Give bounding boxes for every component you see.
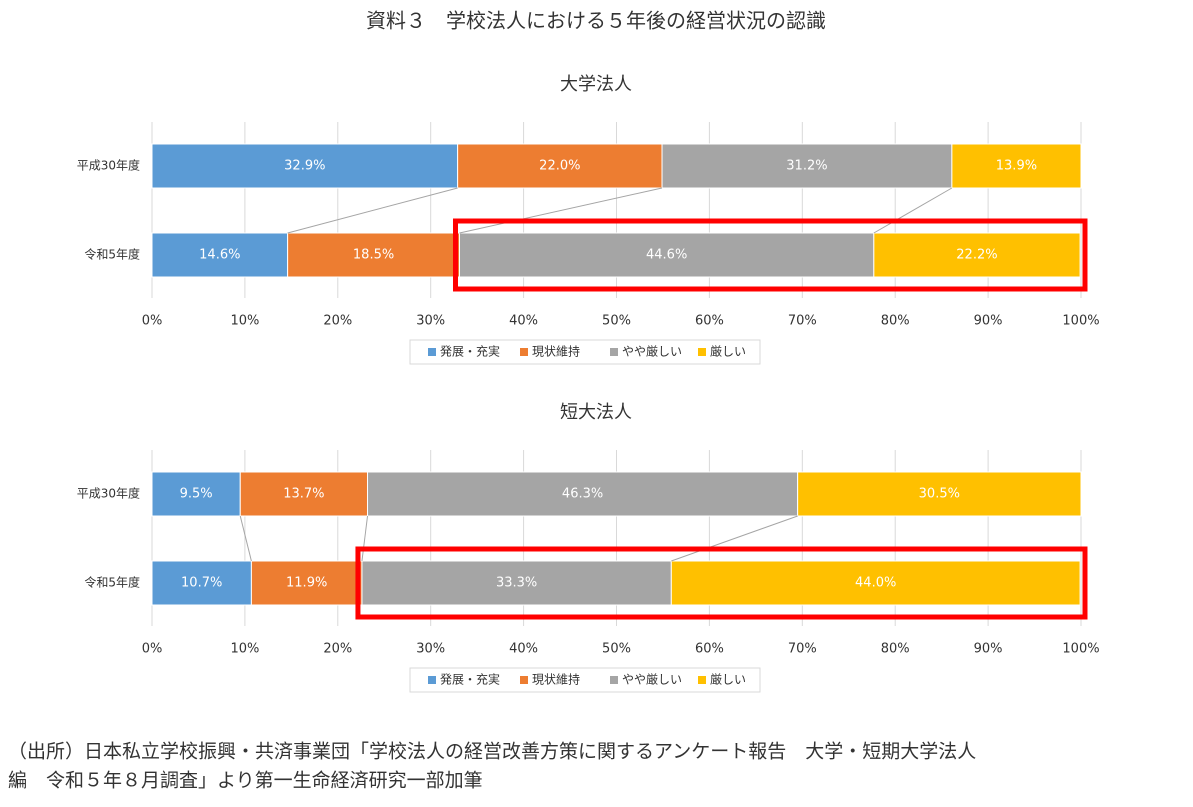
bar-segment — [151, 143, 459, 189]
x-tick-label: 100% — [1062, 314, 1099, 329]
data-label: 18.5% — [353, 248, 394, 263]
x-tick-label: 60% — [695, 314, 724, 329]
legend-label: 発展・充実 — [440, 344, 500, 359]
data-label: 30.5% — [919, 487, 960, 502]
legend-swatch — [610, 676, 618, 684]
legend-swatch — [698, 676, 706, 684]
legend-label: やや厳しい — [622, 345, 682, 359]
connector-line — [287, 187, 458, 234]
data-label: 32.9% — [284, 159, 325, 174]
x-tick-label: 40% — [509, 314, 538, 329]
legend-label: 現状維持 — [532, 672, 580, 687]
legend-swatch — [520, 348, 528, 356]
x-tick-label: 40% — [509, 642, 538, 657]
source-note: 編 令和５年８月調査」より第一生命経済研究一部加筆 — [8, 770, 483, 792]
data-label: 13.9% — [996, 159, 1037, 174]
highlight-box — [452, 218, 1088, 292]
x-tick-label: 60% — [695, 642, 724, 657]
x-tick-label: 80% — [881, 642, 910, 657]
bar-segment — [951, 143, 1082, 189]
data-label: 46.3% — [562, 487, 603, 502]
data-label: 9.5% — [180, 487, 213, 502]
bar-segment — [151, 560, 252, 606]
data-label: 44.0% — [855, 576, 896, 591]
data-label: 10.7% — [181, 576, 222, 591]
data-label: 33.3% — [496, 576, 537, 591]
x-tick-label: 10% — [230, 642, 259, 657]
legend-swatch — [428, 676, 436, 684]
connector-line — [459, 187, 663, 234]
connector-line — [361, 515, 369, 562]
bar-segment — [151, 471, 241, 517]
highlight-box — [355, 546, 1088, 620]
x-tick-label: 30% — [416, 314, 445, 329]
x-tick-label: 0% — [142, 314, 163, 329]
bar-segment — [151, 232, 289, 278]
data-label: 22.2% — [956, 248, 997, 263]
legend-swatch — [428, 348, 436, 356]
bar-segment — [797, 471, 1082, 517]
bar-segment — [670, 560, 1081, 606]
page-title: 資料３ 学校法人における５年後の経営状況の認識 — [366, 9, 826, 33]
legend-swatch — [610, 348, 618, 356]
x-tick-label: 100% — [1062, 642, 1099, 657]
x-tick-label: 50% — [602, 642, 631, 657]
x-tick-label: 90% — [974, 314, 1003, 329]
x-tick-label: 90% — [974, 642, 1003, 657]
legend-label: 厳しい — [710, 673, 746, 687]
chart-title: 大学法人 — [560, 74, 632, 95]
legend-swatch — [520, 676, 528, 684]
bar-segment — [661, 143, 953, 189]
x-tick-label: 20% — [323, 314, 352, 329]
x-tick-label: 80% — [881, 314, 910, 329]
y-tick-label: 令和5年度 — [84, 575, 140, 590]
chart-title: 短大法人 — [560, 402, 632, 423]
legend-label: 現状維持 — [532, 344, 580, 359]
data-label: 31.2% — [786, 159, 827, 174]
data-label: 13.7% — [283, 487, 324, 502]
x-tick-label: 20% — [323, 642, 352, 657]
y-tick-label: 令和5年度 — [84, 247, 140, 262]
bar-segment — [873, 232, 1081, 278]
x-tick-label: 30% — [416, 642, 445, 657]
bar-segment — [287, 232, 460, 278]
y-tick-label: 平成30年度 — [77, 486, 140, 501]
connector-line — [671, 515, 798, 562]
legend-label: 厳しい — [710, 345, 746, 359]
x-tick-label: 70% — [788, 314, 817, 329]
x-tick-label: 0% — [142, 642, 163, 657]
data-label: 44.6% — [646, 248, 687, 263]
bar-segment — [458, 232, 875, 278]
legend-label: 発展・充実 — [440, 672, 500, 687]
data-label: 11.9% — [286, 576, 327, 591]
legend-label: やや厳しい — [622, 673, 682, 687]
connector-line — [239, 515, 252, 562]
data-label: 22.0% — [539, 159, 580, 174]
y-tick-label: 平成30年度 — [77, 158, 140, 173]
x-tick-label: 50% — [602, 314, 631, 329]
source-note: （出所）日本私立学校振興・共済事業団「学校法人の経営改善方策に関するアンケート報… — [8, 741, 976, 763]
legend-swatch — [698, 348, 706, 356]
connector-line — [873, 187, 953, 234]
data-label: 14.6% — [199, 248, 240, 263]
x-tick-label: 70% — [788, 642, 817, 657]
x-tick-label: 10% — [230, 314, 259, 329]
bar-segment — [457, 143, 663, 189]
